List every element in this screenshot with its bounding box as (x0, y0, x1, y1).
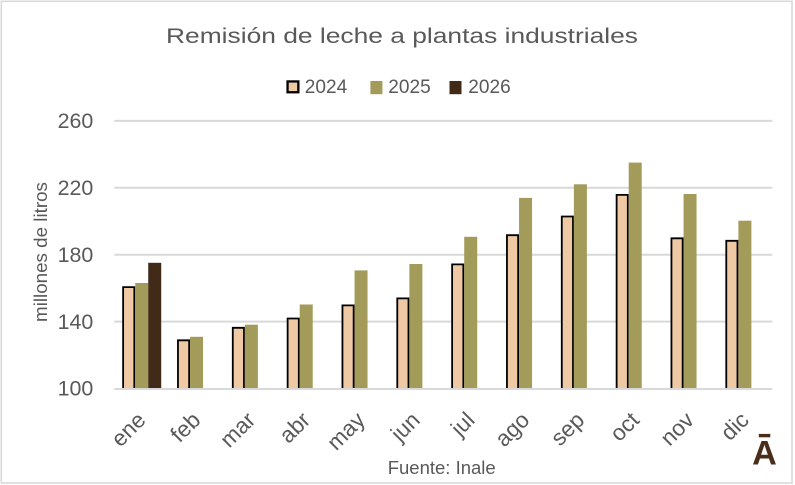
svg-text:millones de litros: millones de litros (30, 182, 51, 322)
svg-text:Fuente: Inale: Fuente: Inale (388, 457, 496, 478)
svg-text:220: 220 (58, 176, 94, 200)
svg-text:2025: 2025 (388, 77, 430, 98)
svg-text:100: 100 (58, 377, 94, 401)
svg-text:180: 180 (58, 243, 94, 267)
svg-text:2024: 2024 (305, 77, 348, 98)
svg-text:140: 140 (58, 310, 94, 334)
svg-text:260: 260 (58, 109, 94, 133)
svg-text:A: A (752, 435, 777, 473)
svg-text:2026: 2026 (468, 77, 510, 98)
svg-text:Remisión de leche a plantas in: Remisión de leche a plantas industriales (166, 25, 638, 48)
